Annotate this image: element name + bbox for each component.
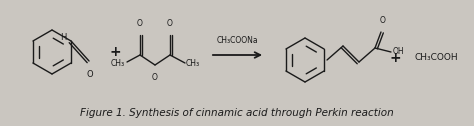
Text: Figure 1. Synthesis of cinnamic acid through Perkin reaction: Figure 1. Synthesis of cinnamic acid thr…	[80, 108, 394, 118]
Text: CH₃: CH₃	[186, 58, 200, 68]
Text: O: O	[167, 19, 173, 28]
Text: CH₃COOH: CH₃COOH	[415, 54, 459, 62]
Text: +: +	[109, 45, 121, 59]
Text: OH: OH	[393, 48, 405, 56]
Text: O: O	[87, 70, 93, 79]
Text: O: O	[152, 73, 158, 82]
Text: CH₃: CH₃	[111, 58, 125, 68]
Text: +: +	[389, 51, 401, 65]
Text: O: O	[380, 16, 386, 25]
Text: H: H	[60, 33, 66, 41]
Text: CH₃COONa: CH₃COONa	[217, 36, 258, 45]
Text: O: O	[137, 19, 143, 28]
